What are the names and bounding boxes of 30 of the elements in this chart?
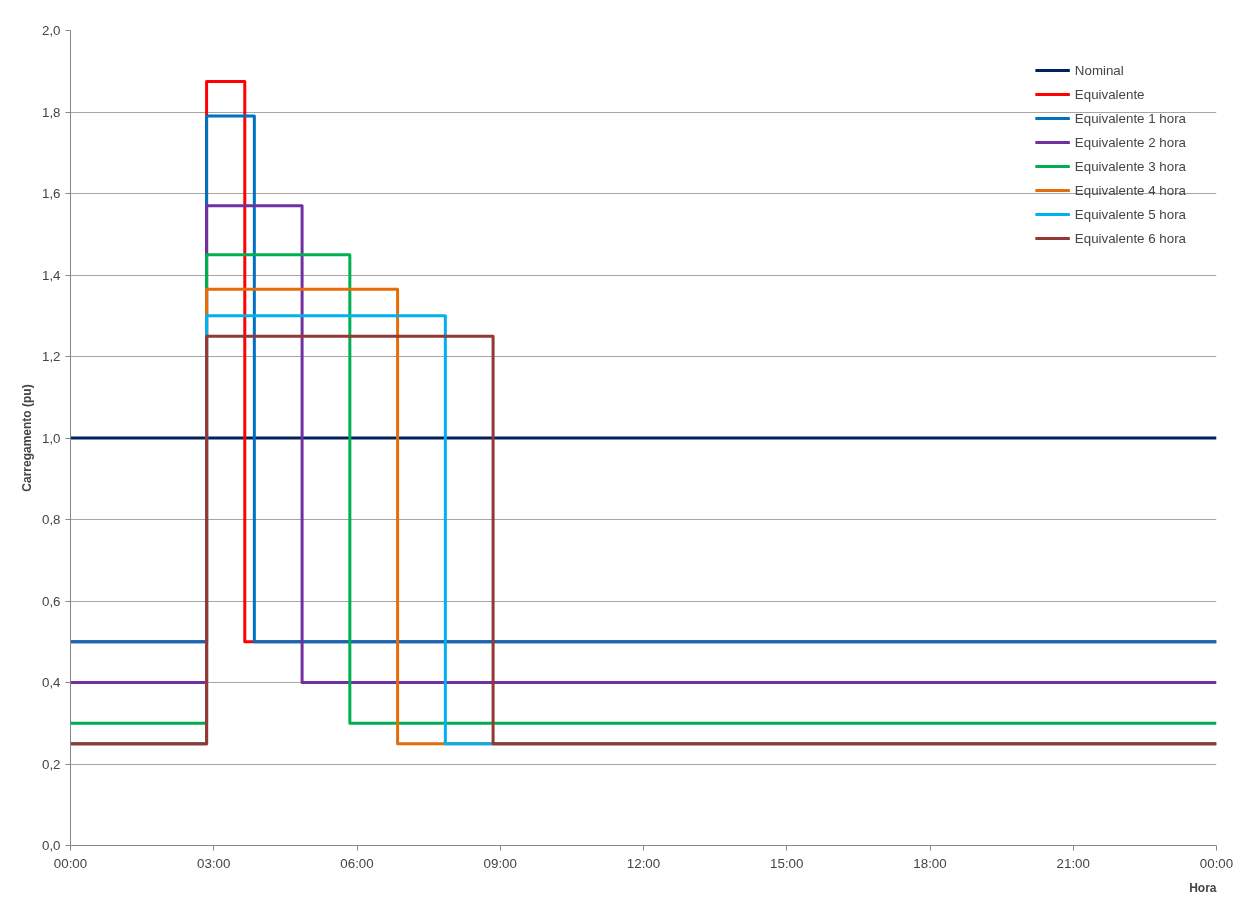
y-tick-label: 1,0: [41, 430, 61, 446]
y-tick-label: 0,2: [41, 756, 61, 772]
y-tick-label: 1,8: [41, 104, 61, 120]
legend-label: Nominal: [1074, 62, 1124, 78]
y-tick-label: 1,4: [41, 267, 62, 283]
x-tick-label: 21:00: [1056, 855, 1090, 871]
x-tick-label: 15:00: [770, 855, 804, 871]
x-tick-label: 12:00: [626, 855, 661, 871]
y-tick-label: 1,6: [41, 186, 61, 201]
y-tick-label: 1,2: [41, 349, 61, 364]
legend-label: Equivalente 6 hora: [1074, 230, 1186, 246]
legend-label: Equivalente 5 hora: [1074, 206, 1186, 222]
legend-label: Equivalente: [1074, 86, 1145, 102]
x-tick-label: 18:00: [913, 855, 947, 871]
x-tick-label: 06:00: [340, 855, 374, 871]
legend-label: Equivalente 4 hora: [1074, 182, 1186, 198]
x-tick-label: 00:00: [53, 855, 88, 871]
y-tick-label: 0,6: [41, 593, 61, 609]
y-tick-label: 0,4: [41, 675, 62, 690]
legend-label: Equivalente 2 hora: [1074, 134, 1186, 150]
legend-label: Equivalente 1 hora: [1074, 110, 1186, 126]
x-tick-label: 09:00: [483, 855, 517, 871]
x-axis-title: Hora: [1189, 880, 1217, 895]
x-tick-label: 00:00: [1199, 855, 1234, 871]
y-tick-label: 2,0: [41, 23, 61, 38]
legend-label: Equivalente 3 hora: [1074, 158, 1186, 174]
y-tick-label: 0,8: [41, 512, 61, 527]
y-tick-label: 0,0: [41, 838, 61, 853]
y-axis-title: Carregamento (pu): [19, 384, 34, 492]
x-tick-label: 03:00: [197, 855, 231, 871]
